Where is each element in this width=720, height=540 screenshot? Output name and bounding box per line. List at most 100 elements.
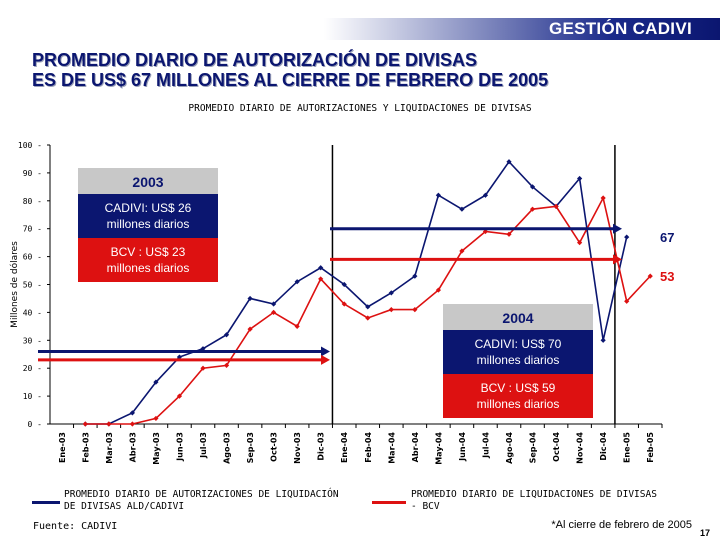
chart-title: PROMEDIO DIARIO DE AUTORIZACIONES Y LIQU… xyxy=(188,103,532,114)
bcv-point xyxy=(82,421,88,427)
bcv-point xyxy=(153,415,159,422)
cadivi-point xyxy=(271,301,277,307)
x-tick-label: Mar-04 xyxy=(387,432,396,464)
callout-2003-bcv-box xyxy=(78,238,218,282)
y-tick-label: 0 - xyxy=(28,420,42,429)
avg-2003-cadivi-arrow-head xyxy=(321,346,330,357)
y-tick-label: 90 - xyxy=(23,169,42,178)
y-tick-label: 100 - xyxy=(18,141,42,150)
x-tick-label: Feb-05 xyxy=(646,432,655,463)
callout-2004-bcv-text: BCV : US$ 59 xyxy=(481,381,556,395)
cadivi-point xyxy=(247,295,253,302)
cadivi-point xyxy=(435,192,441,198)
callout-2004-bcv-text-2: millones diarios xyxy=(477,397,560,411)
y-axis-label: Millones de dólares xyxy=(9,241,20,328)
y-tick-label: 50 - xyxy=(23,281,42,290)
y-tick-label: 20 - xyxy=(23,364,42,373)
y-tick-label: 10 - xyxy=(23,392,42,401)
x-tick-label: Ene-03 xyxy=(58,432,67,463)
legend-red-label: PROMEDIO DIARIO DE LIQUIDACIONES DE DIVI… xyxy=(411,489,657,512)
x-tick-label: Ago-03 xyxy=(223,432,232,464)
legend-blue-swatch xyxy=(32,501,60,504)
x-tick-label: Oct-03 xyxy=(270,432,279,462)
bcv-point xyxy=(553,203,559,209)
x-tick-label: Oct-04 xyxy=(552,432,561,462)
x-tick-label: Nov-04 xyxy=(576,432,585,464)
bcv-point xyxy=(600,195,606,201)
bcv-point xyxy=(577,240,583,246)
bcv-point xyxy=(176,393,183,399)
callout-2003-cadivi-text-2: millones diarios xyxy=(107,217,190,231)
bcv-point xyxy=(271,309,277,315)
bcv-point xyxy=(200,365,206,371)
cadivi-point xyxy=(129,410,135,416)
headline-line2: ES DE US$ 67 MILLONES AL CIERRE DE FEBRE… xyxy=(32,70,549,90)
avg-2004-bcv-arrow-head xyxy=(613,254,622,265)
cadivi-point xyxy=(294,279,300,285)
y-tick-label: 80 - xyxy=(23,197,42,206)
callout-2004-cadivi-text-2: millones diarios xyxy=(477,353,560,367)
x-tick-label: Ene-04 xyxy=(340,432,349,463)
y-tick-label: 60 - xyxy=(23,253,42,262)
callout-2003-cadivi-box xyxy=(78,194,218,238)
callout-2004-cadivi-box xyxy=(443,330,593,374)
x-tick-label: Jun-03 xyxy=(175,432,184,462)
x-tick-label: Jun-04 xyxy=(458,432,467,462)
bcv-point xyxy=(129,421,135,427)
x-tick-label: Jul-03 xyxy=(199,432,208,459)
bcv-point xyxy=(506,231,512,237)
cadivi-point xyxy=(529,184,536,190)
bcv-point xyxy=(294,323,300,329)
callout-2003-cadivi-text: CADIVI: US$ 26 xyxy=(105,201,192,215)
bcv-point xyxy=(647,273,653,279)
bcv-point xyxy=(388,307,394,313)
x-tick-label: Sep-04 xyxy=(529,432,538,464)
bcv-point xyxy=(435,287,441,293)
x-tick-label: Ago-04 xyxy=(505,432,514,464)
callout-2003-year-box xyxy=(78,168,218,194)
x-tick-label: Sep-03 xyxy=(246,432,255,463)
avg-2003-bcv-arrow-head xyxy=(321,354,330,365)
x-tick-label: May-04 xyxy=(434,432,443,465)
x-tick-label: Mar-03 xyxy=(105,432,114,464)
avg-2004-cadivi-arrow-head xyxy=(613,223,622,234)
x-tick-label: Ene-05 xyxy=(623,432,632,463)
x-tick-label: Dic-03 xyxy=(317,432,326,461)
legend-red-swatch xyxy=(372,501,406,504)
page-number: 17 xyxy=(699,528,710,538)
x-tick-label: Feb-04 xyxy=(364,432,373,463)
callout-2004-bcv-box xyxy=(443,374,593,418)
callout-2003-bcv-text: BCV : US$ 23 xyxy=(111,245,186,259)
callout-2004-year: 2004 xyxy=(502,310,533,326)
y-tick-label: 70 - xyxy=(23,225,42,234)
cadivi-point xyxy=(388,290,394,296)
cadivi-point xyxy=(318,265,324,271)
legend-blue-label: PROMEDIO DIARIO DE AUTORIZACIONES DE LIQ… xyxy=(64,489,339,512)
line-chart: 0 - 10 - 20 - 30 - 40 - 50 - 60 - 70 - 80 - 90 - 1… xyxy=(9,141,674,465)
x-tick-label: Jul-04 xyxy=(481,432,490,459)
x-tick-label: Nov-03 xyxy=(293,432,302,464)
cadivi-point xyxy=(365,304,371,310)
cadivi-point xyxy=(412,273,418,279)
ref-label-53: 53 xyxy=(660,269,674,284)
bcv-point xyxy=(341,301,347,307)
cadivi-point xyxy=(624,234,630,240)
x-tick-label: Feb-03 xyxy=(81,432,90,463)
y-tick-label: 30 - xyxy=(23,336,42,345)
y-tick-label: 40 - xyxy=(23,308,42,317)
header-bar: GESTIÓN CADIVI xyxy=(0,0,720,40)
cadivi-point xyxy=(341,281,347,288)
header-title: GESTIÓN CADIVI xyxy=(548,19,692,38)
cadivi-point xyxy=(482,192,489,198)
callout-2004-cadivi-text: CADIVI: US$ 70 xyxy=(475,337,562,351)
callout-2004-year-box xyxy=(443,304,593,330)
bcv-point xyxy=(247,326,253,332)
ref-label-67: 67 xyxy=(660,230,674,245)
source-note: Fuente: CADIVI xyxy=(33,521,118,532)
x-tick-label: Abr-03 xyxy=(128,432,137,462)
cadivi-point xyxy=(577,175,583,182)
cadivi-point xyxy=(506,159,512,165)
callout-2003-bcv-text-2: millones diarios xyxy=(107,261,190,275)
bcv-point xyxy=(459,248,465,254)
bcv-point xyxy=(624,298,630,304)
